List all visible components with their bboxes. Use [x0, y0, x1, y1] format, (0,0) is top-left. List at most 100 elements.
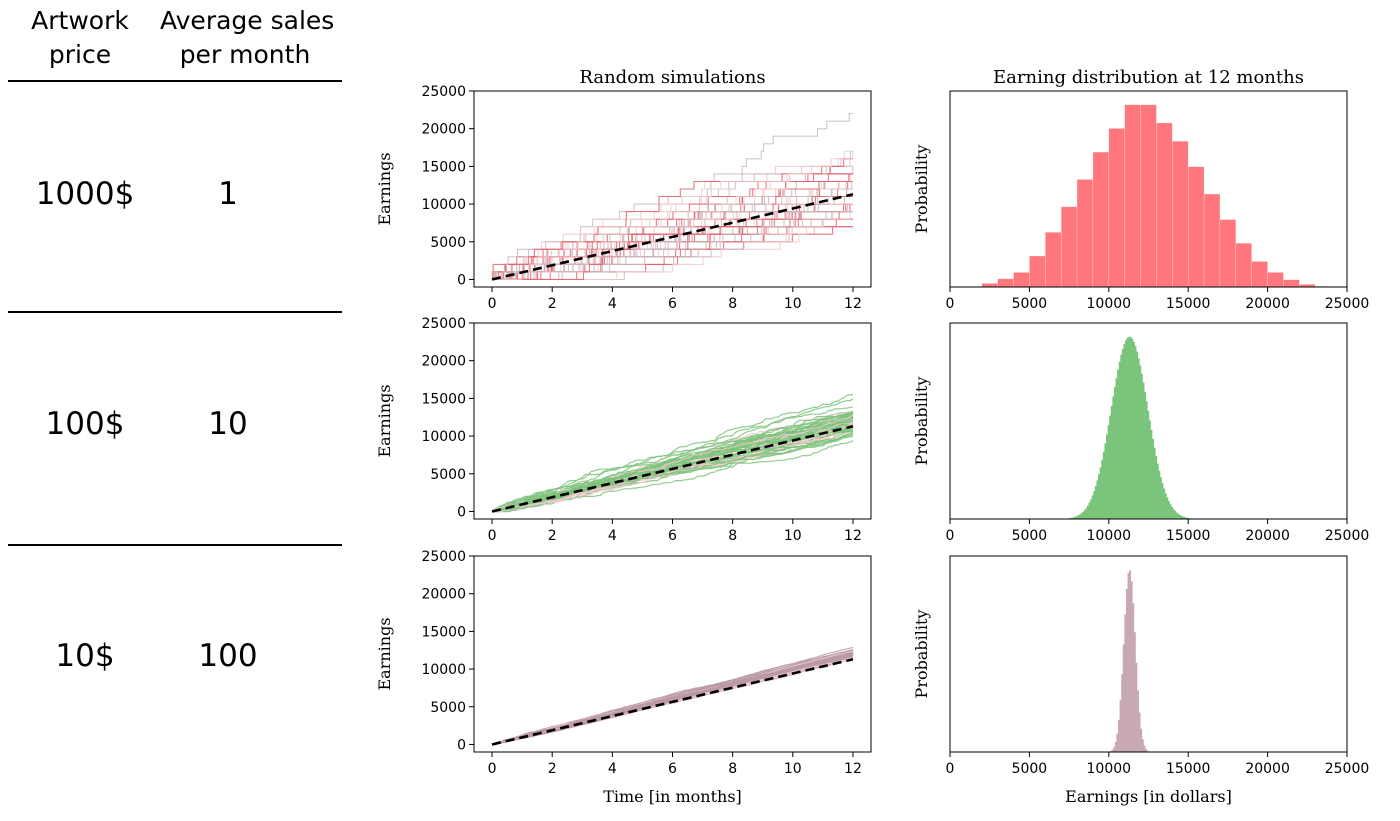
x-tick-label: 2 — [548, 296, 557, 312]
y-tick-label: 10000 — [421, 662, 466, 678]
histogram-bar — [1108, 128, 1125, 287]
histogram-bar — [1126, 337, 1129, 519]
histogram-bar — [1235, 243, 1252, 287]
y-tick-label: 25000 — [421, 549, 466, 565]
histogram-bar — [1088, 502, 1091, 519]
histogram-bar — [1107, 425, 1110, 519]
simulation-trace — [492, 165, 853, 281]
histogram-bar — [1094, 485, 1097, 519]
y-tick-label: 15000 — [421, 624, 466, 640]
y-axis-label: Probability — [912, 377, 931, 466]
y-tick-label: 25000 — [421, 84, 466, 100]
chart-panel-1: 0 5000 10000 15000 20000 25000 Earnings 0 2 4 6 8 10… — [375, 67, 872, 312]
x-tick-label: 25000 — [1325, 761, 1370, 777]
histogram-bar — [1136, 351, 1139, 519]
histogram-bar — [1142, 382, 1145, 519]
chart-panel-2: Probability 0 5000 10000 15000 20000 25000 Earn… — [912, 67, 1369, 312]
simulation-trace — [492, 211, 853, 281]
histogram-bar — [1060, 206, 1078, 287]
histogram-bar — [1144, 391, 1147, 519]
histogram-bar — [1096, 480, 1099, 519]
y-tick-label: 20000 — [421, 122, 466, 138]
simulation-trace — [492, 211, 853, 281]
y-tick-label: 5000 — [430, 235, 466, 251]
y-tick-label: 0 — [457, 737, 466, 753]
simulation-trace — [491, 414, 854, 512]
histogram-bar — [1117, 369, 1120, 519]
simulation-trace — [492, 211, 853, 281]
axes-frame — [473, 322, 872, 520]
histogram-bar — [1150, 429, 1153, 519]
histogram-bar — [1121, 674, 1124, 752]
histogram-bar — [1135, 662, 1138, 752]
y-axis-label: Earnings — [375, 617, 394, 690]
header-average-sales: Average sales per month — [160, 4, 335, 72]
simulation-trace — [492, 158, 853, 281]
chart-title: Earning distribution at 12 months — [993, 67, 1304, 88]
header-artwork-price: Artwork price — [10, 4, 150, 72]
x-tick-label: 15000 — [1166, 528, 1211, 544]
x-tick-label: 10000 — [1087, 761, 1132, 777]
histogram-bar — [1251, 261, 1268, 287]
histogram-bar — [1171, 506, 1174, 519]
x-tick-label: 2 — [548, 528, 557, 544]
chart-panel-5: 0 5000 10000 15000 20000 25000 Earnings 0 2 4 6 8 10… — [375, 549, 872, 806]
histogram-bar — [1124, 104, 1141, 287]
histogram-bar — [1123, 343, 1126, 519]
histogram-bar — [981, 283, 998, 287]
histogram-bar — [1172, 509, 1175, 519]
histogram-bar — [1182, 516, 1185, 519]
x-axis-label: Earnings [in dollars] — [1065, 787, 1232, 806]
pricing-table: Artwork price Average sales per month 10… — [0, 0, 360, 821]
histogram-bar — [1120, 354, 1123, 519]
simulation-trace — [491, 420, 853, 513]
histogram-bar — [1175, 512, 1178, 519]
header-line: Average sales — [160, 6, 335, 35]
mean-dashed-line — [491, 193, 854, 281]
x-tick-label: 0 — [488, 761, 497, 777]
histogram-bar — [1029, 255, 1046, 287]
histogram-bar — [1118, 719, 1120, 752]
x-tick-label: 0 — [946, 296, 955, 312]
table-rule — [8, 80, 342, 82]
histogram-bar — [1093, 490, 1096, 519]
histogram-bar — [1179, 514, 1181, 519]
x-tick-label: 5000 — [1012, 761, 1048, 777]
histogram-bar — [1101, 459, 1104, 519]
table-rule — [8, 544, 342, 546]
histogram-bar — [1172, 140, 1189, 287]
simulation-trace — [492, 211, 853, 281]
histogram-bar — [1140, 104, 1157, 287]
y-tick-label: 15000 — [421, 159, 466, 175]
histogram-bar — [1130, 581, 1133, 752]
header-line: Artwork — [31, 6, 129, 35]
x-tick-label: 20000 — [1245, 296, 1290, 312]
x-tick-label: 12 — [844, 528, 862, 544]
histogram-bar — [1147, 410, 1150, 519]
histogram-bar — [1112, 396, 1115, 519]
histogram-bar — [1156, 122, 1173, 287]
x-tick-label: 6 — [668, 296, 677, 312]
y-axis-label: Probability — [912, 610, 931, 699]
histogram-bar — [1143, 745, 1146, 752]
x-tick-label: 8 — [728, 761, 737, 777]
row-3-sales: 100 — [198, 638, 258, 674]
row-3-price: 10$ — [55, 638, 115, 674]
simulation-trace — [492, 211, 853, 281]
plot-area — [965, 104, 1332, 287]
histogram-bar — [1099, 467, 1102, 519]
histogram-bar — [1155, 455, 1158, 519]
histogram-bar — [1138, 712, 1141, 752]
x-tick-label: 12 — [844, 296, 862, 312]
x-tick-label: 8 — [728, 528, 737, 544]
x-tick-label: 10000 — [1087, 528, 1132, 544]
y-axis-label: Probability — [912, 145, 931, 234]
histogram-bar — [1122, 644, 1125, 752]
histogram-bar — [1091, 495, 1094, 519]
y-tick-label: 5000 — [430, 700, 466, 716]
row-2-price: 100$ — [45, 406, 125, 442]
histogram-bar — [1133, 341, 1135, 519]
simulation-trace — [492, 158, 853, 281]
histogram-bar — [1187, 166, 1205, 287]
